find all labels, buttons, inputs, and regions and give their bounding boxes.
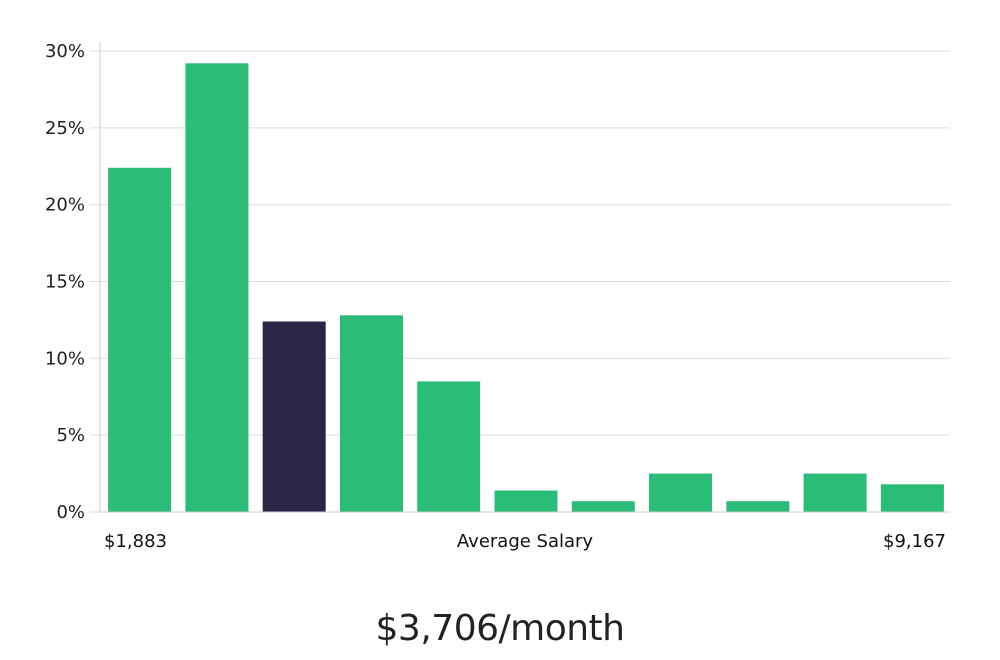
bar-highlighted: [262, 321, 326, 512]
bar: [726, 501, 790, 512]
salary-histogram: 0% 5% 10% 15% 20% 25% 30% $1,883 Average Salar…: [45, 41, 950, 552]
bar: [571, 501, 635, 512]
y-tick-label: 10%: [45, 348, 85, 369]
x-label-max: $9,167: [883, 531, 946, 552]
bar: [880, 484, 944, 512]
x-label-min: $1,883: [104, 531, 167, 552]
x-label-center: Average Salary: [457, 531, 594, 552]
y-tick-label: 15%: [45, 272, 85, 293]
bar: [185, 63, 249, 513]
bar: [494, 490, 558, 512]
average-salary-value: $3,706/month: [375, 608, 625, 649]
y-tick-label: 25%: [45, 118, 85, 139]
bar: [108, 167, 172, 513]
y-tick-label: 0%: [56, 502, 85, 523]
bars: [108, 63, 944, 513]
bar: [417, 381, 481, 512]
y-axis-ticks: 0% 5% 10% 15% 20% 25% 30%: [45, 41, 85, 523]
y-tick-label: 30%: [45, 41, 85, 62]
bar: [649, 473, 712, 512]
y-tick-label: 20%: [45, 195, 85, 216]
bar: [803, 473, 867, 512]
y-tick-label: 5%: [56, 425, 85, 446]
bar: [340, 315, 403, 512]
